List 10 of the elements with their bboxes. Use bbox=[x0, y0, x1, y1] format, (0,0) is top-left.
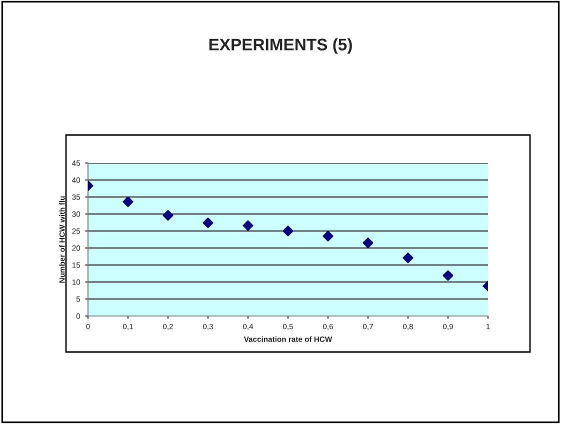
point bbox=[242, 220, 254, 231]
point bbox=[122, 196, 134, 208]
point bbox=[442, 270, 454, 281]
chart-title: EXPERIMENTS (5) bbox=[209, 38, 352, 54]
point bbox=[322, 230, 334, 242]
point bbox=[362, 238, 374, 248]
point bbox=[282, 226, 294, 236]
point bbox=[202, 218, 214, 228]
point bbox=[162, 210, 174, 221]
point bbox=[402, 252, 414, 264]
